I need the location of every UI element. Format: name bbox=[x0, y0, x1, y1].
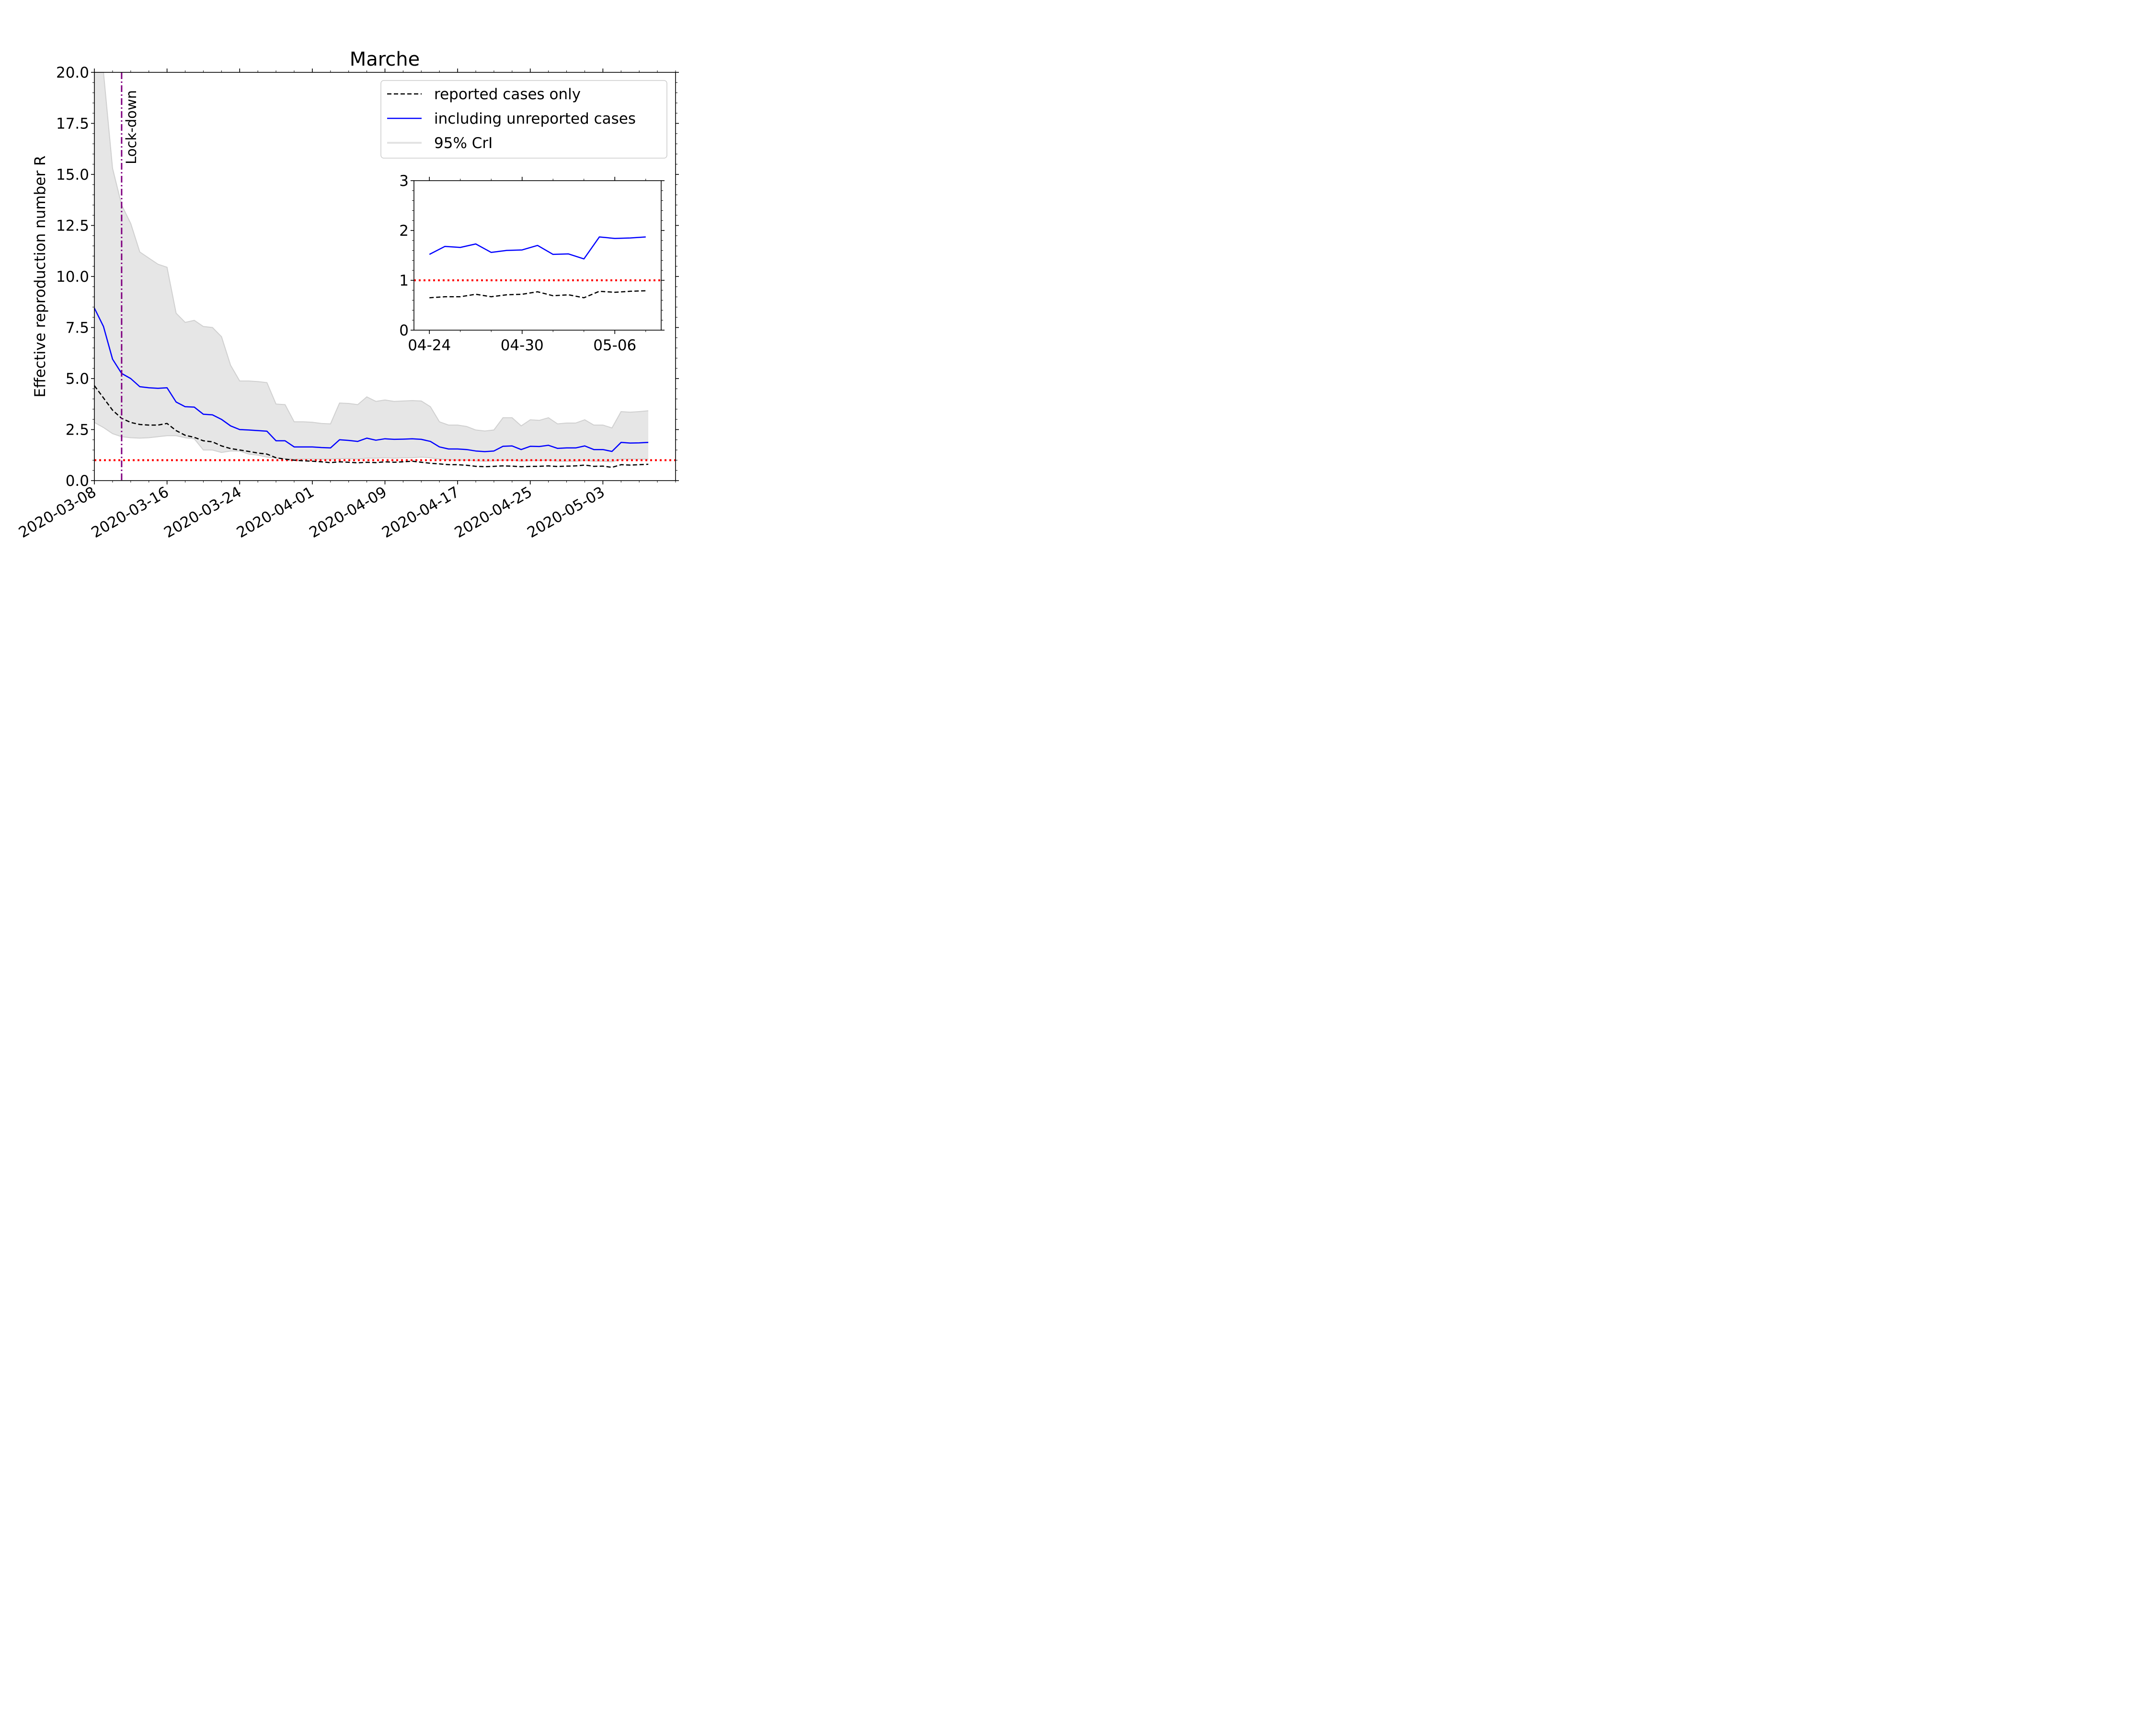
y-tick-label: 7.5 bbox=[66, 320, 89, 337]
x-tick-label: 2020-03-08 bbox=[16, 483, 99, 541]
inset-series-group bbox=[414, 236, 661, 299]
inset-x-tick-label: 04-24 bbox=[408, 337, 451, 354]
y-tick-label: 20.0 bbox=[56, 64, 89, 81]
legend-label-band: 95% CrI bbox=[434, 135, 493, 152]
legend-label-unreported: including unreported cases bbox=[434, 110, 636, 127]
x-tick-label: 2020-05-03 bbox=[524, 483, 608, 541]
y-tick-label: 2.5 bbox=[66, 422, 89, 439]
series-line-reported bbox=[93, 385, 649, 468]
chart-title: Marche bbox=[350, 48, 420, 70]
legend: reported cases only including unreported… bbox=[380, 80, 667, 159]
y-tick-label: 17.5 bbox=[56, 115, 89, 133]
y-tick-label: 0.0 bbox=[66, 472, 89, 490]
legend-label-reported: reported cases only bbox=[434, 86, 581, 103]
inset-background bbox=[414, 181, 661, 330]
chart-figure: 0.0 2.5 5.0 7.5 10.0 12.5 15.0 17.5 20.0 2020-03-… bbox=[0, 0, 740, 592]
y-tick-label: 10.0 bbox=[56, 268, 89, 286]
ci-band-area bbox=[94, 72, 649, 462]
inset-x-tick-label: 04-30 bbox=[501, 337, 544, 354]
inset-x-tick-label: 05-06 bbox=[593, 337, 636, 354]
y-tick-label: 5.0 bbox=[66, 370, 89, 388]
series-group bbox=[93, 72, 676, 481]
x-tick-label: 2020-04-17 bbox=[379, 483, 462, 541]
inset-line-reported bbox=[429, 290, 646, 299]
x-tick-label: 2020-03-24 bbox=[161, 483, 244, 541]
x-tick-label: 2020-04-01 bbox=[234, 483, 317, 541]
x-tick-label: 2020-04-25 bbox=[452, 483, 535, 541]
chart-svg: 0.0 2.5 5.0 7.5 10.0 12.5 15.0 17.5 20.0 2020-03-… bbox=[16, 48, 679, 541]
inset-plot: 0 1 2 3 04-24 04-30 05-06 bbox=[399, 172, 665, 354]
y-tick-label: 15.0 bbox=[56, 166, 89, 184]
inset-y-tick-label: 2 bbox=[399, 222, 409, 240]
series-line-unreported bbox=[93, 308, 649, 452]
legend-box bbox=[380, 80, 667, 159]
x-tick-label: 2020-03-16 bbox=[89, 483, 172, 541]
inset-y-tick-label: 0 bbox=[399, 322, 409, 339]
inset-y-tick-label: 1 bbox=[399, 272, 409, 289]
inset-y-tick-label: 3 bbox=[399, 172, 409, 190]
x-tick-label: 2020-04-09 bbox=[306, 483, 390, 541]
inset-line-unreported bbox=[429, 236, 646, 260]
inset-axes: 0 1 2 3 04-24 04-30 05-06 bbox=[399, 172, 665, 354]
inset-frame bbox=[413, 180, 662, 331]
y-tick-label: 12.5 bbox=[56, 218, 89, 235]
lockdown-annotation: Lock-down bbox=[123, 90, 139, 164]
ci-band-upper-edge bbox=[94, 72, 649, 432]
y-axis-label: Effective reproduction number R bbox=[32, 156, 49, 398]
